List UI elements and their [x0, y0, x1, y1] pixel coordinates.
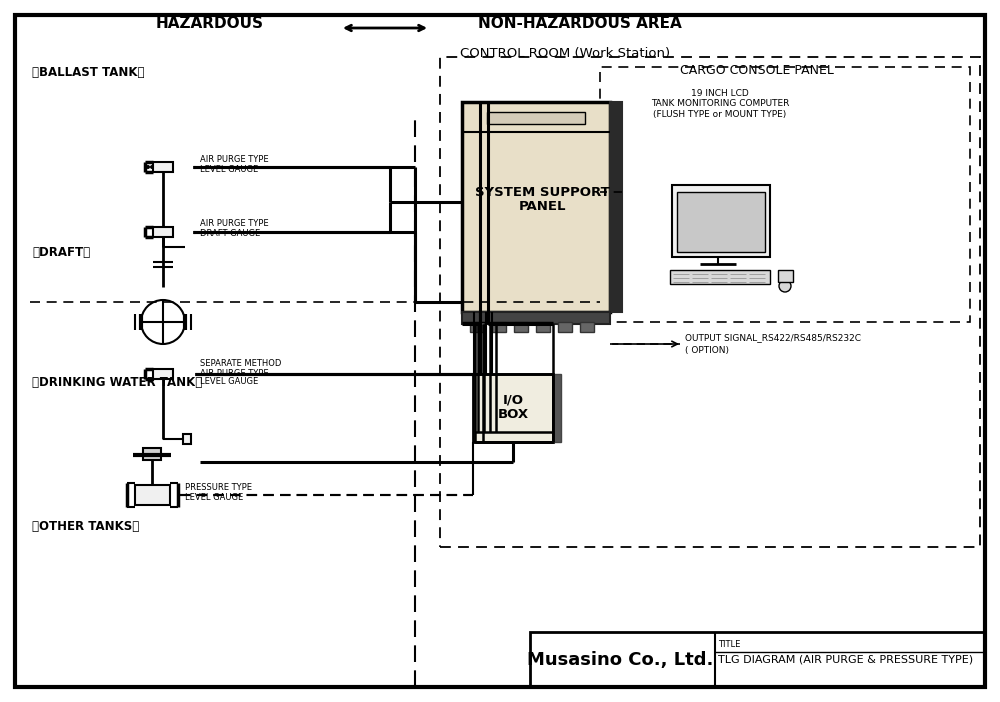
Bar: [470, 322, 484, 332]
Bar: [487, 112, 585, 124]
Text: ( OPTION): ( OPTION): [685, 345, 729, 355]
Text: CARGO CONSOLE PANEL: CARGO CONSOLE PANEL: [680, 63, 834, 77]
Text: BOX: BOX: [497, 407, 529, 420]
Text: TLG DIAGRAM (AIR PURGE & PRESSURE TYPE): TLG DIAGRAM (AIR PURGE & PRESSURE TYPE): [718, 654, 973, 664]
Bar: [553, 374, 561, 442]
Bar: [610, 102, 622, 312]
Text: PANEL: PANEL: [518, 201, 566, 213]
Text: NON-HAZARDOUS AREA: NON-HAZARDOUS AREA: [478, 17, 682, 32]
Bar: [153, 227, 173, 237]
Bar: [143, 448, 161, 460]
Text: 【DRAFT】: 【DRAFT】: [32, 246, 90, 258]
Text: 【BALLAST TANK】: 【BALLAST TANK】: [32, 65, 144, 79]
Bar: [670, 270, 770, 284]
Text: I/O: I/O: [503, 394, 524, 406]
Bar: [492, 322, 506, 332]
Text: CONTROL ROOM (Work Station): CONTROL ROOM (Work Station): [460, 48, 670, 60]
Bar: [153, 162, 173, 172]
Bar: [600, 67, 970, 322]
Bar: [473, 374, 553, 442]
Circle shape: [146, 165, 150, 169]
Text: SYSTEM SUPPORT: SYSTEM SUPPORT: [475, 185, 609, 199]
Text: HAZARDOUS: HAZARDOUS: [156, 17, 264, 32]
Text: Musasino Co., Ltd.: Musasino Co., Ltd.: [527, 651, 713, 669]
Text: 19 INCH LCD: 19 INCH LCD: [691, 89, 749, 98]
Text: AIR PURGE TYPE: AIR PURGE TYPE: [200, 369, 269, 378]
Bar: [440, 57, 980, 547]
Text: LEVEL GAUGE: LEVEL GAUGE: [200, 378, 258, 387]
Bar: [778, 270, 793, 282]
Bar: [153, 369, 173, 379]
Text: AIR PURGE TYPE: AIR PURGE TYPE: [200, 154, 269, 164]
Bar: [536, 322, 550, 332]
Text: AIR PURGE TYPE: AIR PURGE TYPE: [200, 220, 269, 228]
Bar: [530, 632, 985, 687]
Bar: [514, 322, 528, 332]
Circle shape: [150, 165, 154, 169]
Text: SEPARATE METHOD: SEPARATE METHOD: [200, 359, 281, 369]
Text: (FLUSH TYPE or MOUNT TYPE): (FLUSH TYPE or MOUNT TYPE): [653, 110, 787, 119]
Bar: [580, 322, 594, 332]
Bar: [558, 322, 572, 332]
Bar: [183, 434, 191, 444]
Text: PRESSURE TYPE: PRESSURE TYPE: [185, 482, 252, 491]
Text: 【OTHER TANKS】: 【OTHER TANKS】: [32, 519, 139, 533]
Circle shape: [779, 280, 791, 292]
Text: TITLE: TITLE: [718, 640, 740, 649]
Text: LEVEL GAUGE: LEVEL GAUGE: [200, 164, 258, 173]
Bar: [672, 185, 770, 257]
Text: 【DRINKING WATER TANK】: 【DRINKING WATER TANK】: [32, 376, 202, 388]
Text: OUTPUT SIGNAL_RS422/RS485/RS232C: OUTPUT SIGNAL_RS422/RS485/RS232C: [685, 333, 861, 343]
Bar: [677, 192, 765, 252]
Bar: [135, 485, 170, 505]
Text: DRAFT GAUGE: DRAFT GAUGE: [200, 230, 260, 239]
Bar: [462, 312, 610, 324]
Text: LEVEL GAUGE: LEVEL GAUGE: [185, 493, 243, 501]
Bar: [462, 102, 610, 312]
Text: TANK MONITORING COMPUTER: TANK MONITORING COMPUTER: [651, 100, 789, 109]
